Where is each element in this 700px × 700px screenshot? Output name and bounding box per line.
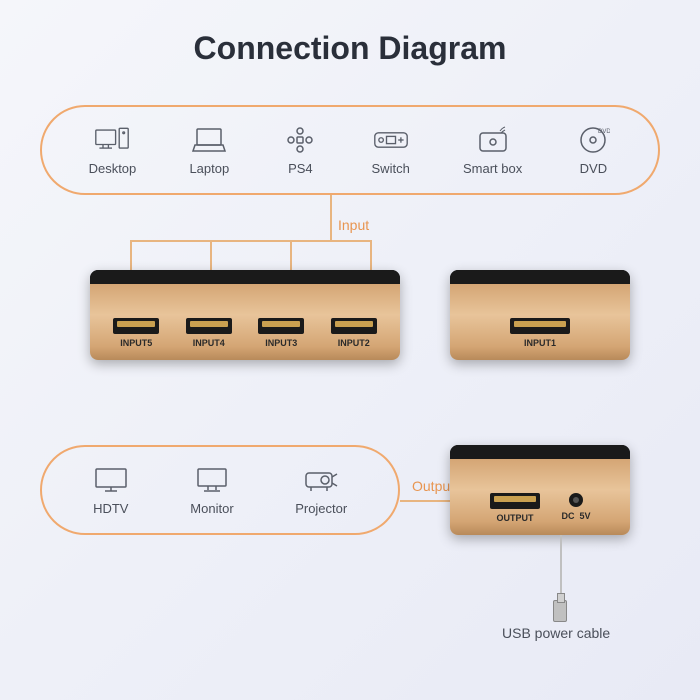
connector-line (330, 195, 332, 240)
device-projector: Projector (295, 465, 347, 516)
dc-port: DC 5V (561, 493, 591, 523)
device-desktop: Desktop (89, 125, 137, 176)
ps4-icon (282, 125, 318, 155)
desktop-icon (94, 125, 130, 155)
hdmi-port: INPUT4 (183, 318, 235, 348)
device-label: Laptop (189, 161, 229, 176)
device-monitor: Monitor (190, 465, 233, 516)
connector-line (130, 240, 370, 242)
hdmi-port: OUTPUT (489, 493, 541, 523)
device-hdtv: HDTV (93, 465, 129, 516)
device-ps4: PS4 (282, 125, 318, 176)
device-label: Switch (372, 161, 410, 176)
switch-icon (373, 125, 409, 155)
device-smartbox: Smart box (463, 125, 522, 176)
device-label: PS4 (288, 161, 313, 176)
device-dvd: DVD DVD (575, 125, 611, 176)
monitor-icon (194, 465, 230, 495)
flow-output-label: Output (412, 478, 454, 494)
input-devices-row: Desktop Laptop PS4 (40, 105, 660, 195)
hardware-side-input: INPUT1 (450, 270, 630, 360)
dvd-icon: DVD (575, 125, 611, 155)
connector-line (560, 535, 562, 593)
hdtv-icon (93, 465, 129, 495)
hdmi-port: INPUT5 (110, 318, 162, 348)
hdmi-port: INPUT3 (255, 318, 307, 348)
hardware-main: INPUT5 INPUT4 INPUT3 INPUT2 (90, 270, 400, 360)
output-devices-row: HDTV Monitor Projector (40, 445, 400, 535)
hdmi-port: INPUT2 (328, 318, 380, 348)
device-label: Projector (295, 501, 347, 516)
device-label: Monitor (190, 501, 233, 516)
laptop-icon (191, 125, 227, 155)
device-label: Desktop (89, 161, 137, 176)
projector-icon (303, 465, 339, 495)
hdmi-port: INPUT1 (514, 318, 566, 348)
device-label: HDTV (93, 501, 128, 516)
usb-cable-label: USB power cable (502, 625, 610, 641)
smartbox-icon (475, 125, 511, 155)
hardware-side-output: OUTPUT DC 5V (450, 445, 630, 535)
connector-line (400, 500, 450, 502)
svg-text:DVD: DVD (598, 129, 610, 135)
flow-input-label: Input (338, 217, 369, 233)
device-switch: Switch (372, 125, 410, 176)
device-label: DVD (580, 161, 607, 176)
page-title: Connection Diagram (0, 0, 700, 67)
usb-plug-icon (553, 600, 567, 622)
device-label: Smart box (463, 161, 522, 176)
device-laptop: Laptop (189, 125, 229, 176)
